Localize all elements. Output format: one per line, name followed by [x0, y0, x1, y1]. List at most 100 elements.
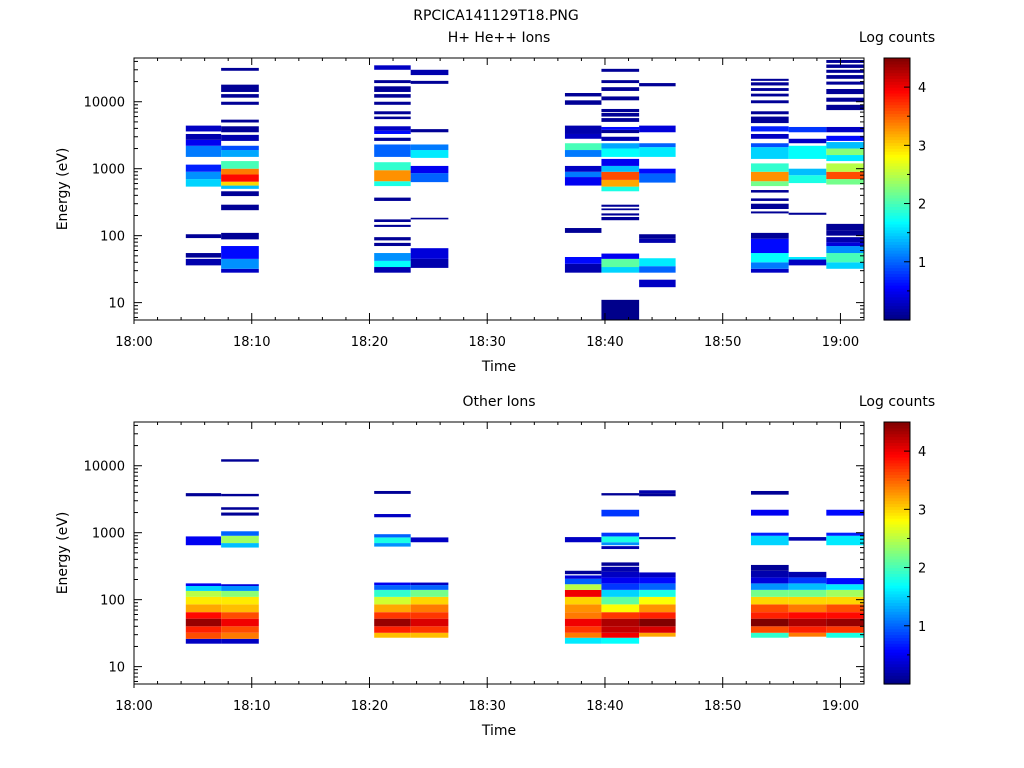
spectrogram-cell: [826, 126, 864, 133]
colorbar-band: [884, 567, 910, 572]
spectrogram-cell: [826, 230, 864, 236]
colorbar-band: [884, 308, 910, 312]
colorbar-band: [884, 223, 910, 228]
spectrogram-cell: [374, 65, 411, 70]
colorbar-band: [884, 253, 910, 257]
spectrogram-cell: [221, 493, 259, 497]
y-tick-label: 100: [100, 594, 125, 609]
spectrogram-cell: [750, 203, 789, 210]
x-tick-label: 18:00: [115, 335, 152, 350]
colorbar-band: [884, 168, 910, 173]
colorbar-band: [884, 241, 910, 245]
spectrogram-cell: [221, 531, 259, 536]
colorbar-band: [884, 92, 910, 97]
colorbar-band: [884, 261, 910, 266]
spectrogram-cell: [639, 626, 676, 633]
spectrogram-cell: [601, 108, 640, 113]
colorbar-tick-label: 2: [918, 562, 926, 577]
x-tick-label: 18:00: [115, 699, 152, 714]
spectrogram-cell: [750, 147, 789, 159]
spectrogram-cell: [788, 138, 827, 144]
colorbar-band: [884, 264, 910, 269]
colorbar-band: [884, 87, 910, 91]
colorbar-band: [884, 104, 910, 109]
spectrogram-cell: [185, 596, 222, 605]
spectrogram-cell: [221, 612, 259, 619]
colorbar-band: [884, 191, 910, 196]
y-axis-label: Energy (eV): [55, 512, 71, 595]
spectrogram-cell: [221, 94, 259, 98]
spectrogram-cell: [185, 139, 222, 146]
spectrogram-cell: [374, 137, 411, 141]
spectrogram-cell: [826, 69, 864, 73]
y-axis-label: Energy (eV): [55, 148, 71, 231]
colorbar-band: [884, 663, 910, 668]
colorbar-band: [884, 465, 910, 470]
spectrogram-cell: [374, 80, 411, 84]
spectrogram-cell: [410, 144, 449, 151]
spectrogram-cell: [185, 536, 222, 546]
spectrogram-cell: [185, 179, 222, 187]
colorbar-band: [884, 422, 910, 426]
spectrogram-cell: [826, 81, 864, 85]
spectrogram-cell: [601, 126, 640, 130]
spectrogram-cell: [410, 596, 449, 605]
spectrogram-cell: [601, 148, 640, 157]
colorbar-band: [884, 139, 910, 144]
spectrogram-cell: [410, 165, 449, 174]
spectrogram-cell: [750, 198, 789, 201]
colorbar-band: [884, 520, 910, 525]
colorbar-band: [884, 133, 910, 138]
colorbar-band: [884, 529, 910, 534]
colorbar-band: [884, 518, 910, 522]
colorbar-band: [884, 209, 910, 213]
colorbar-band: [884, 226, 910, 231]
y-tick-label: 10000: [84, 96, 125, 111]
spectrogram-cell: [221, 101, 259, 105]
colorbar-band: [884, 282, 910, 286]
colorbar-band: [884, 250, 910, 254]
spectrogram-cell: [374, 612, 411, 619]
spectrogram-cell: [639, 147, 676, 157]
spectrogram-cell: [639, 238, 676, 243]
spectrogram-cell: [750, 171, 789, 182]
colorbar-band: [884, 270, 910, 275]
colorbar-band: [884, 593, 910, 598]
spectrogram-cell: [750, 589, 789, 597]
spectrogram-cell: [601, 542, 640, 546]
spectrogram-cell: [750, 632, 789, 638]
spectrogram-cell: [601, 68, 640, 72]
spectrogram-cell: [788, 604, 827, 613]
colorbar-band: [884, 488, 910, 493]
spectrogram-cell: [826, 535, 864, 546]
spectrogram-cell: [564, 177, 602, 186]
spectrogram-cell: [826, 237, 864, 243]
colorbar-band: [884, 183, 910, 187]
colorbar-band: [884, 497, 910, 502]
colorbar-band: [884, 538, 910, 542]
colorbar-band: [884, 145, 910, 149]
colorbar-band: [884, 95, 910, 100]
spectrogram-cell: [601, 118, 640, 122]
colorbar-band: [884, 678, 910, 682]
spectrogram-cell: [826, 223, 864, 231]
colorbar-band: [884, 526, 910, 531]
spectrogram-cell: [639, 258, 676, 267]
colorbar-band: [884, 509, 910, 513]
panel-title: H+ He++ Ions: [448, 30, 551, 46]
colorbar-band: [884, 159, 910, 164]
colorbar-band: [884, 165, 910, 170]
x-tick-label: 19:00: [822, 699, 859, 714]
spectrogram-cell: [374, 543, 411, 547]
spectrogram-cell: [639, 537, 676, 540]
colorbar-label: Log counts: [859, 30, 935, 46]
spectrogram-cell: [564, 93, 602, 97]
spectrogram-cell: [601, 80, 640, 84]
spectrogram-cell: [750, 82, 789, 86]
spectrogram-cell: [374, 267, 411, 273]
colorbar-band: [884, 602, 910, 606]
spectrogram-cell: [221, 168, 259, 175]
spectrogram-cell: [788, 175, 827, 184]
spectrogram-cell: [826, 509, 864, 516]
colorbar-band: [884, 555, 910, 560]
